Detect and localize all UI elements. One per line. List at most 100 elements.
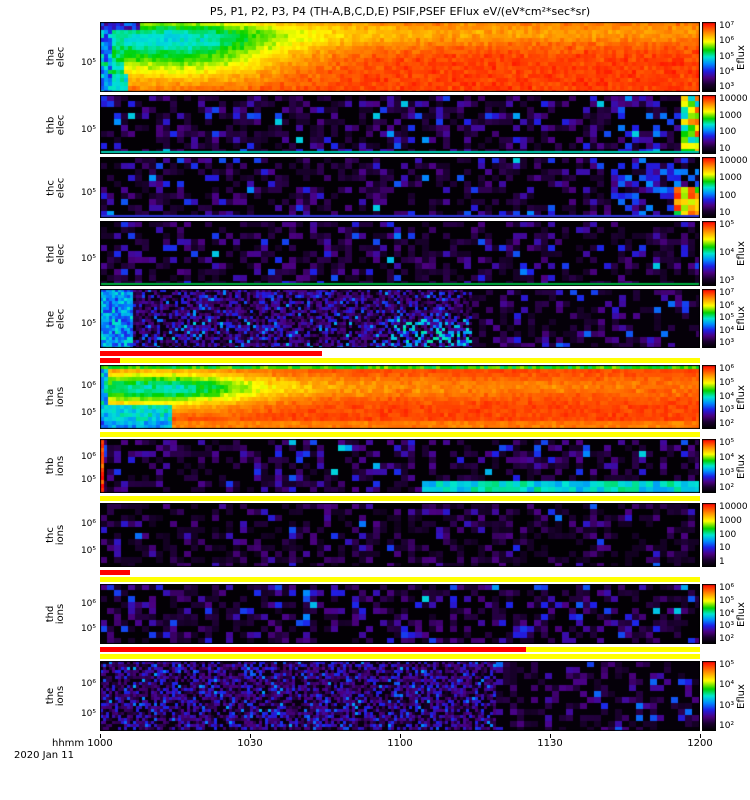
- x-tick-mark: [250, 734, 251, 738]
- colorbar-thc-elec: [702, 157, 716, 218]
- colorbar-thb-ions: [702, 439, 716, 493]
- colorbar-tick-label: 10³: [719, 468, 735, 478]
- y-tick-label: 10⁵: [80, 546, 96, 556]
- spectrogram-tha-ions: [100, 365, 700, 429]
- spectrogram-the-elec: [100, 289, 700, 348]
- status-bar-red: [100, 358, 120, 363]
- status-bar-row: [0, 432, 750, 437]
- panel-ylabel-wrap: the ions: [44, 661, 68, 731]
- panel-ylabel-wrap: tha ions: [44, 365, 68, 429]
- y-tick-label: 10⁶: [80, 452, 96, 462]
- y-tick-label: 10⁵: [80, 709, 96, 719]
- panel-the-ions: the ions 10⁶ 10⁵ 10⁵ 10⁴ 10³ 10² Eflux: [0, 661, 750, 731]
- status-bar-red: [100, 351, 322, 356]
- colorbar-tick-label: 10: [719, 144, 731, 154]
- status-bar-red: [100, 647, 526, 652]
- panel-tha-ions: tha ions 10⁶ 10⁵ 10⁶ 10⁵ 10⁴ 10³ 10² Eflux: [0, 365, 750, 429]
- colorbar-tick-label: 10⁶: [719, 36, 735, 46]
- colorbar-tick-label: 1000: [719, 111, 742, 121]
- colorbar-tick-label: 1000: [719, 516, 742, 526]
- panel-thb-elec: thb elec 10⁵ 10000 1000 100 10: [0, 95, 750, 154]
- colorbar-unit-wrap: Eflux: [733, 439, 749, 493]
- status-bar-row: [0, 577, 750, 582]
- colorbar-tha-elec: [702, 22, 716, 92]
- colorbar-tick-label: 10000: [719, 94, 748, 104]
- colorbar-tick-label: 10³: [719, 82, 735, 92]
- status-bar-row: [0, 570, 750, 575]
- colorbar-thd-ions: [702, 584, 716, 644]
- colorbar-unit-wrap: Eflux: [733, 661, 749, 731]
- colorbar-tick-label: 10³: [719, 621, 735, 631]
- status-bar-yellow: [100, 654, 700, 659]
- colorbar-tick-label: 10⁵: [719, 438, 735, 448]
- x-axis-date-label: 2020 Jan 11: [14, 750, 74, 761]
- colorbar-the-elec: [702, 289, 716, 348]
- x-axis: hhmm 2020 Jan 11 1000 1030 1100 1130 1200: [0, 734, 750, 774]
- colorbar-unit-label: Eflux: [735, 241, 747, 266]
- status-bar-yellow: [100, 577, 700, 582]
- colorbar-tick-label: 10⁶: [719, 301, 735, 311]
- colorbar-unit-wrap: Eflux: [733, 221, 749, 286]
- panel-thd-ions: thd ions 10⁶ 10⁵ 10⁶ 10⁵ 10⁴ 10³ 10² Eflux: [0, 584, 750, 644]
- x-tick-label: 1130: [537, 738, 563, 749]
- status-bar-yellow: [100, 432, 700, 437]
- spectrogram-thd-elec: [100, 221, 700, 286]
- colorbar-tick-label: 10⁴: [719, 609, 735, 619]
- colorbar-tick-label: 1000: [719, 173, 742, 183]
- colorbar-tick-label: 10000: [719, 156, 748, 166]
- y-tick-label: 10⁵: [80, 319, 96, 329]
- panel-ylabel-wrap: tha elec: [44, 22, 68, 92]
- colorbar-tick-label: 10: [719, 543, 731, 553]
- panel-thd-elec: thd elec 10⁵ 10⁵ 10⁴ 10³ Eflux: [0, 221, 750, 286]
- colorbar-unit-label: Eflux: [735, 306, 747, 331]
- y-tick-label: 10⁵: [80, 624, 96, 634]
- spectrogram-thb-elec: [100, 95, 700, 154]
- x-tick-label: 1200: [687, 738, 713, 749]
- x-tick-mark: [550, 734, 551, 738]
- colorbar-tick-label: 10: [719, 208, 731, 218]
- status-bar-yellow: [120, 358, 700, 363]
- colorbar-tick-label: 10⁶: [719, 364, 735, 374]
- colorbar-tick-label: 10⁵: [719, 378, 735, 388]
- y-tick-label: 10⁵: [80, 188, 96, 198]
- y-tick-label: 10⁵: [80, 58, 96, 68]
- y-tick-label: 10⁶: [80, 679, 96, 689]
- colorbar-tick-label: 10³: [719, 276, 735, 286]
- colorbar-tick-label: 10000: [719, 502, 748, 512]
- y-tick-label: 10⁵: [80, 408, 96, 418]
- panel-the-elec: the elec 10⁵ 10⁷ 10⁶ 10⁵ 10⁴ 10³ Eflux: [0, 289, 750, 348]
- y-tick-label: 10⁶: [80, 519, 96, 529]
- colorbar-unit-wrap: Eflux: [733, 584, 749, 644]
- status-bar-row: [0, 358, 750, 363]
- spectrogram-tha-elec: [100, 22, 700, 92]
- colorbar-tick-label: 10²: [719, 634, 735, 644]
- colorbar-unit-wrap: Eflux: [733, 289, 749, 348]
- colorbar-unit-wrap: Eflux: [733, 22, 749, 92]
- spectrogram-thc-ions: [100, 503, 700, 567]
- colorbar-unit-label: Eflux: [735, 453, 747, 479]
- x-tick-label: 1030: [237, 738, 263, 749]
- status-bar-row: [0, 496, 750, 501]
- colorbar-tick-label: 10⁴: [719, 326, 735, 336]
- y-tick-label: 10⁶: [80, 599, 96, 609]
- colorbar-unit-wrap: Eflux: [733, 365, 749, 429]
- panel-thc-elec: thc elec 10⁵ 10000 1000 100 10: [0, 157, 750, 218]
- x-tick-mark: [400, 734, 401, 738]
- colorbar-unit-label: Eflux: [735, 601, 747, 627]
- colorbar-tick-label: 100: [719, 530, 737, 540]
- colorbar-tick-label: 10⁵: [719, 313, 735, 323]
- spectrogram-thb-ions: [100, 439, 700, 493]
- spectrogram-thd-ions: [100, 584, 700, 644]
- panel-ylabel-wrap: thd ions: [44, 584, 68, 644]
- colorbar-unit-label: Eflux: [735, 683, 747, 709]
- colorbar-tick-label: 10²: [719, 721, 735, 731]
- x-axis-format-label: hhmm: [52, 738, 85, 749]
- y-tick-label: 10⁵: [80, 125, 96, 135]
- plot-title: P5, P1, P2, P3, P4 (TH-A,B,C,D,E) PSIF,P…: [209, 5, 591, 18]
- x-tick-label: 1100: [387, 738, 413, 749]
- status-bar-row: [0, 351, 750, 356]
- colorbar-tick-label: 10⁴: [719, 392, 735, 402]
- colorbar-unit-label: Eflux: [735, 44, 747, 70]
- colorbar-thb-elec: [702, 95, 716, 154]
